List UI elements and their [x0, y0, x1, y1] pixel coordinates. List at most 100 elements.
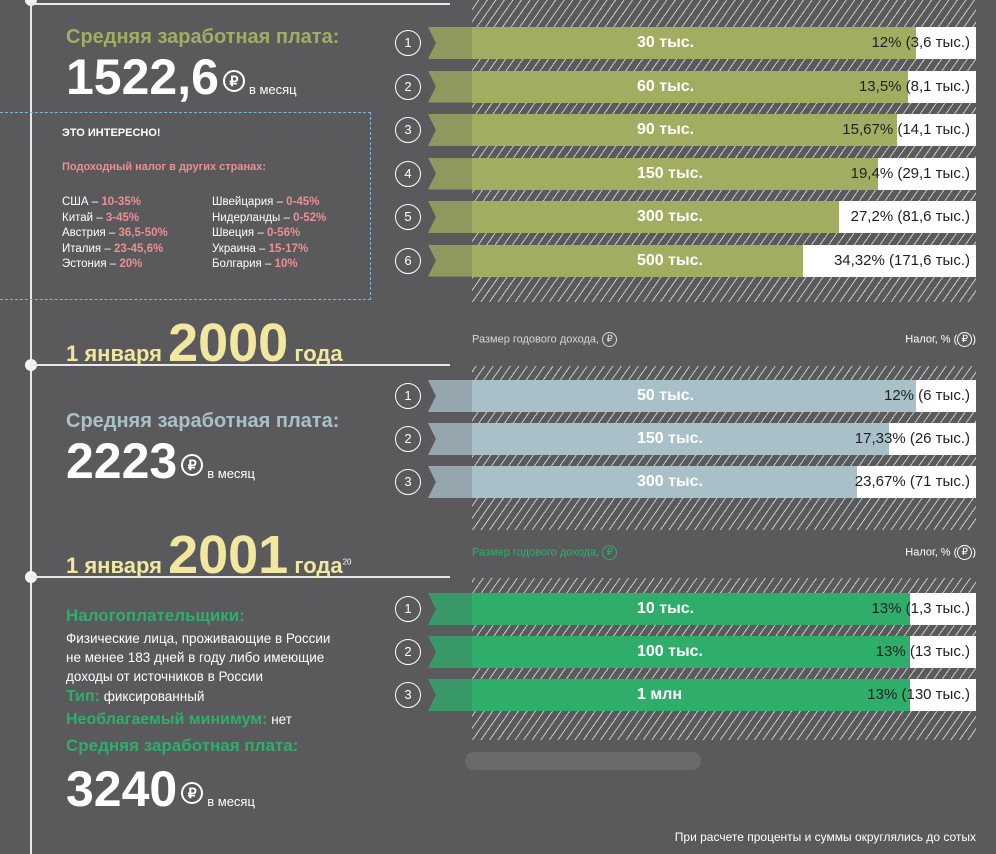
bar	[472, 157, 879, 190]
tax-label: 17,33% (26 тыс.)	[854, 430, 970, 447]
country-list-right: Швейцария – 0-45% Нидерланды – 0-52% Шве…	[212, 195, 326, 273]
taxpayers-line: Физические лица, проживающие в России	[66, 631, 331, 646]
type-value: фиксированный	[103, 689, 205, 704]
timeline-line	[30, 0, 32, 854]
bar	[472, 244, 804, 277]
ruble-icon: ₽	[181, 453, 204, 476]
per-month: в месяц	[207, 794, 255, 809]
tax-label: 13,5% (8,1 тыс.)	[858, 77, 970, 95]
country-item: Китай – 3-45%	[62, 211, 140, 224]
country-item: Нидерланды – 0-52%	[212, 211, 327, 224]
bar	[472, 380, 916, 412]
bar	[472, 636, 911, 668]
interest-heading: ЭТО ИНТЕРЕСНО!	[62, 127, 161, 139]
chevron-icon	[428, 244, 472, 277]
tax-axis-label: Налог, % (₽)	[905, 545, 976, 560]
bar-row: 60 тыс. 13,5% (8,1 тыс.)	[472, 70, 976, 103]
minimum-value: нет	[271, 712, 292, 727]
interest-subheading: Подоходный налог в других странах:	[62, 161, 267, 173]
date-suffix: года	[294, 553, 343, 578]
salary-value: 2223	[66, 433, 178, 489]
ruble-icon: ₽	[222, 69, 245, 92]
row-number: 2	[395, 639, 421, 665]
per-month: в месяц	[248, 82, 297, 97]
date-year: 2000	[168, 313, 289, 373]
row-number: 3	[395, 469, 421, 495]
ruble-icon: ₽	[181, 781, 204, 804]
timeline-branch	[30, 3, 450, 5]
bar	[472, 593, 911, 625]
income-label: 150 тыс.	[637, 430, 703, 447]
chevron-icon	[428, 423, 472, 455]
bar-row: 300 тыс. 23,67% (71 тыс.)	[472, 466, 976, 498]
bar	[472, 679, 911, 711]
chevron-icon	[428, 201, 472, 233]
taxpayers-text: Физические лица, проживающие в России не…	[66, 629, 330, 686]
timeline-branch	[30, 576, 450, 578]
row-number: 5	[395, 204, 421, 230]
salary-value-block: 3240 ₽в месяц	[66, 764, 255, 814]
country-item: Австрия – 36,5-50%	[62, 227, 168, 239]
tax-label: 13% (130 тыс.)	[867, 686, 970, 703]
bar-row: 300 тыс. 27,2% (81,6 тыс.)	[472, 201, 976, 233]
taxpayers-label: Налогоплательщики:	[66, 606, 245, 625]
row-number: 6	[395, 247, 421, 274]
income-label: 10 тыс.	[637, 600, 695, 617]
taxpayers-line: не менее 183 дней в году либо имеющие	[66, 650, 325, 665]
per-month: в месяц	[207, 466, 255, 481]
row-number: 2	[395, 426, 421, 452]
ruble-icon: ₽	[957, 545, 973, 560]
taxpayers-line: доходы от источников в России	[66, 669, 263, 684]
scrollbar[interactable]	[465, 752, 701, 770]
tax-label: 13% (13 тыс.)	[875, 643, 970, 660]
bar-row: 150 тыс. 17,33% (26 тыс.)	[472, 423, 976, 455]
row-number: 1	[395, 383, 421, 409]
minimum: Необлагаемый минимум: нет	[66, 711, 292, 729]
chevron-icon	[428, 636, 472, 668]
row-number: 1	[395, 30, 421, 56]
chevron-icon	[428, 27, 472, 59]
ruble-icon: ₽	[602, 332, 618, 347]
country-item: Украина – 15-17%	[212, 242, 309, 255]
chevron-icon	[428, 114, 472, 146]
tax-label: 19,4% (29,1 тыс.)	[850, 164, 970, 182]
country-item: Эстония – 20%	[62, 258, 143, 270]
rounding-note: При расчете проценты и суммы округлялись…	[674, 830, 976, 844]
bar-row: 10 тыс. 13% (1,3 тыс.)	[472, 593, 976, 625]
tax-label: 23,67% (71 тыс.)	[854, 473, 970, 490]
country-item: США – 10-35%	[62, 196, 141, 208]
bar	[472, 201, 839, 233]
salary-value: 1522,6	[66, 49, 219, 105]
type-label: Тип:	[66, 688, 100, 705]
ruble-icon: ₽	[957, 332, 973, 347]
income-label: 500 тыс.	[637, 251, 703, 269]
row-number: 1	[395, 596, 421, 622]
income-axis-label: Размер годового дохода, ₽	[472, 332, 618, 347]
bar-row: 30 тыс. 12% (3,6 тыс.)	[472, 27, 976, 59]
salary-value-block: 2223 ₽в месяц	[66, 436, 255, 486]
bar	[472, 27, 916, 59]
minimum-label: Необлагаемый минимум:	[66, 711, 268, 728]
tax-type: Тип: фиксированный	[66, 688, 204, 706]
ruble-icon: ₽	[602, 545, 618, 560]
country-list-left: США – 10-35% Китай – 3-45% Австрия – 36,…	[62, 195, 168, 273]
tax-axis-label: Налог, % (₽)	[905, 332, 976, 347]
income-label: 50 тыс.	[637, 387, 695, 404]
bar	[472, 114, 898, 146]
bar	[472, 70, 908, 103]
country-item: Швеция – 0-56%	[212, 227, 301, 239]
income-label: 1 млн	[637, 686, 683, 703]
tax-label: 27,2% (81,6 тыс.)	[850, 208, 970, 225]
tax-label: 34,32% (171,6 тыс.)	[833, 251, 970, 269]
chevron-icon	[428, 679, 472, 711]
timeline-branch	[30, 364, 450, 366]
bar-row: 100 тыс. 13% (13 тыс.)	[472, 636, 976, 668]
income-label: 300 тыс.	[637, 208, 703, 225]
salary-value-block: 1522,6 ₽в месяц	[66, 52, 297, 102]
date-suffix: года	[294, 341, 343, 366]
row-number: 4	[395, 160, 421, 187]
country-item: Италия – 23-45,6%	[62, 242, 164, 255]
row-number: 3	[395, 117, 421, 143]
income-axis-label: Размер годового дохода, ₽	[472, 545, 618, 560]
income-label: 90 тыс.	[637, 121, 695, 138]
